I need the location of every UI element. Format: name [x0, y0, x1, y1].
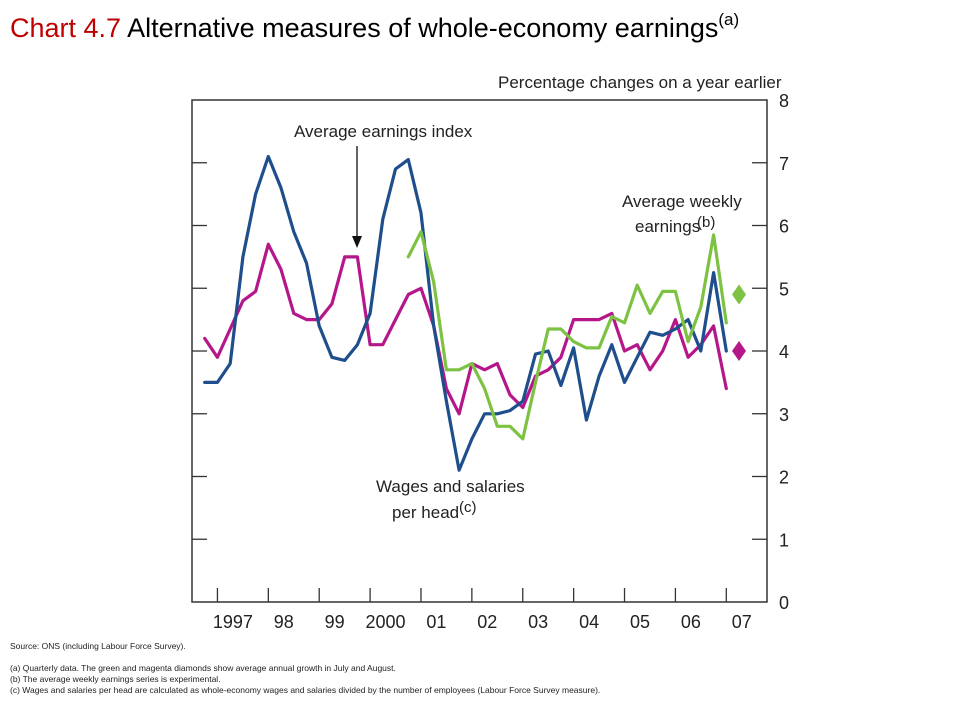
- series-line-0: [203, 242, 728, 416]
- x-tick-label: 01: [426, 612, 446, 632]
- footnote-b: (b) The average weekly earnings series i…: [10, 674, 221, 684]
- y-tick-label: 0: [779, 593, 789, 613]
- y-axis: 0 1 2 3 4 5 6 7 8: [192, 91, 789, 613]
- series-lines: [203, 154, 728, 472]
- x-tick-label: 1997: [213, 612, 253, 632]
- diamond-markers: [732, 284, 747, 361]
- y-tick-label: 3: [779, 405, 789, 425]
- y-tick-label: 8: [779, 91, 789, 111]
- x-tick-label: 98: [274, 612, 294, 632]
- y-tick-label: 7: [779, 154, 789, 174]
- chart-title-superscript: (a): [718, 10, 740, 29]
- y-tick-label: 6: [779, 217, 789, 237]
- annotation-average-weekly-earnings: Average weekly earnings (b): [622, 192, 742, 236]
- annotation-aei-label: Average earnings index: [294, 122, 473, 141]
- annotation-wsph-superscript: (c): [459, 499, 477, 516]
- y-tick-label: 1: [779, 530, 789, 550]
- annotation-awe-line2: earnings: [635, 217, 700, 236]
- x-tick-label: 02: [477, 612, 497, 632]
- footnotes: Source: ONS (including Labour Force Surv…: [10, 641, 950, 696]
- annotation-arrow-head: [352, 236, 362, 248]
- chart-title-text: Alternative measures of whole-economy ea…: [127, 13, 719, 43]
- x-axis: 1997 98 99 2000 01 02 03 04 05 06 07: [213, 588, 752, 632]
- diamond-marker-0: [732, 284, 747, 305]
- x-tick-label: 03: [528, 612, 548, 632]
- series-line-1: [203, 154, 728, 472]
- annotation-awe-line1: Average weekly: [622, 192, 742, 211]
- chart-number: Chart 4.7: [10, 13, 122, 43]
- units-label: Percentage changes on a year earlier: [498, 73, 782, 92]
- x-tick-label: 99: [325, 612, 345, 632]
- annotation-wsph-line1: Wages and salaries: [376, 477, 525, 496]
- y-tick-label: 5: [779, 279, 789, 299]
- source-note: Source: ONS (including Labour Force Surv…: [10, 641, 186, 651]
- footnote-a: (a) Quarterly data. The green and magent…: [10, 663, 396, 673]
- annotation-average-earnings-index: Average earnings index: [294, 122, 473, 248]
- x-tick-label: 06: [681, 612, 701, 632]
- plot-area: [191, 99, 768, 603]
- y-tick-label: 4: [779, 342, 789, 362]
- chart-title: Chart 4.7 Alternative measures of whole-…: [10, 10, 739, 44]
- x-tick-label: 07: [732, 612, 752, 632]
- diamond-marker-1: [732, 341, 747, 361]
- x-tick-label: 04: [579, 612, 599, 632]
- footnote-c: (c) Wages and salaries per head are calc…: [10, 685, 601, 695]
- y-tick-label: 2: [779, 468, 789, 488]
- annotation-wages-and-salaries: Wages and salaries per head (c): [376, 477, 525, 522]
- annotation-awe-superscript: (b): [697, 214, 715, 231]
- x-tick-label: 05: [630, 612, 650, 632]
- x-tick-label: 2000: [366, 612, 406, 632]
- annotation-wsph-line2: per head: [392, 503, 459, 522]
- series-line-2: [406, 230, 728, 441]
